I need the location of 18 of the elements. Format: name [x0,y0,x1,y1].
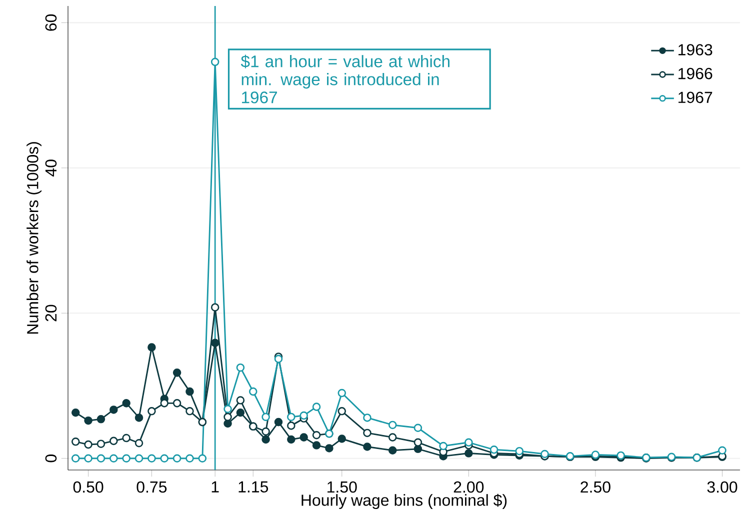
y-tick-label: 20 [45,304,57,322]
y-tick-label: 0 [45,454,57,462]
x-tick-label: 0.75 [136,481,167,493]
x-tick-label: 1.15 [238,481,268,493]
legend-label: 1967 [678,92,712,104]
x-tick-label: 0.50 [73,481,104,493]
x-tick-label: 2.00 [454,481,484,493]
legend-label: 1966 [678,68,712,80]
y-axis-title: Number of workers (1000s) [26,142,42,334]
x-tick-label: 2.50 [580,481,610,493]
y-tick-label: 40 [45,160,57,176]
legend-label: 1963 [678,44,712,56]
y-tick-label: 60 [45,14,57,31]
annotation: $1 an hour = value at which min. wage is introduced in 1967 [240,54,450,104]
x-tick-label: 3.00 [707,481,738,493]
x-tick-label: 1 [212,481,219,492]
x-axis-title: Hourly wage bins (nominal $) [302,494,507,510]
x-tick-label: 1.50 [328,481,357,493]
